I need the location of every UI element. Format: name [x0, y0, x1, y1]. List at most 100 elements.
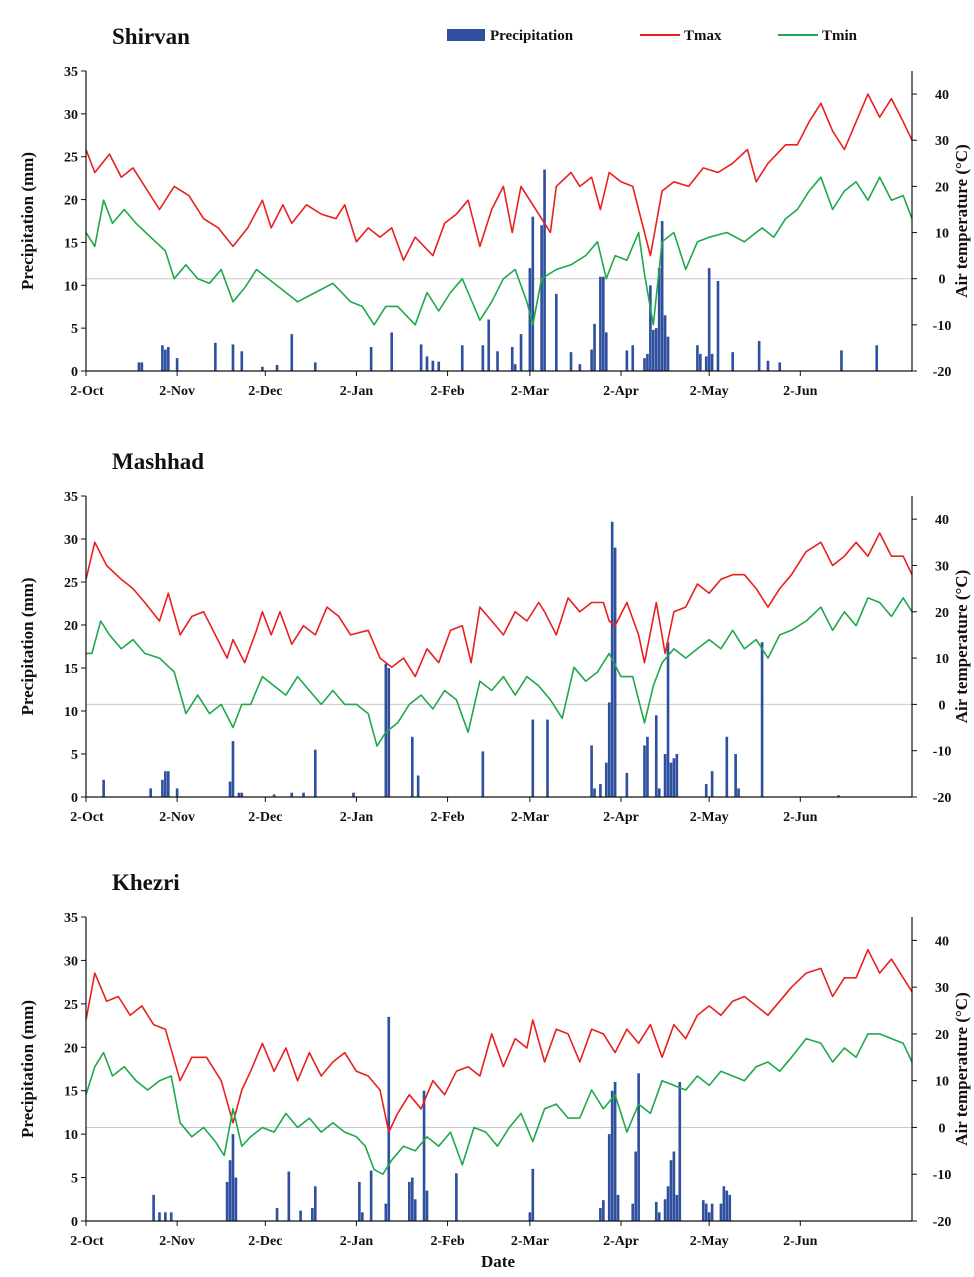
precipitation-bar	[531, 216, 535, 371]
x-tick-label: 2-Dec	[248, 810, 282, 825]
precipitation-bar	[625, 772, 629, 797]
precipitation-bar	[419, 344, 423, 371]
precipitation-bar	[290, 792, 294, 797]
precipitation-bar	[672, 758, 676, 797]
precipitation-bar	[666, 336, 670, 371]
x-tick-label: 2-Nov	[159, 384, 195, 399]
y2-tick-label: 20	[935, 1028, 949, 1043]
y2-tick-label: -10	[933, 745, 952, 760]
precipitation-bar	[701, 1200, 705, 1221]
precipitation-bar	[437, 361, 441, 371]
precipitation-bar	[672, 1151, 676, 1221]
precipitation-bar	[161, 345, 164, 371]
precipitation-bar	[175, 358, 179, 371]
y-tick-label: 5	[71, 748, 78, 763]
precipitation-bar	[675, 1194, 679, 1221]
precipitation-bar	[164, 771, 167, 797]
y2-tick-label: 20	[935, 606, 949, 621]
precipitation-bar	[369, 1170, 373, 1221]
precipitation-bar	[607, 702, 611, 797]
precipitation-bar	[513, 364, 517, 371]
precipitation-bar	[410, 736, 414, 797]
legend: Precipitation Tmax Tmin	[447, 28, 858, 44]
precipitation-bar	[413, 1199, 417, 1221]
y2-tick-label: 40	[935, 88, 949, 103]
y2-tick-label: -20	[933, 365, 952, 380]
precipitation-bar	[766, 360, 770, 371]
y2-tick-label: 30	[935, 559, 949, 574]
y2-tick-label: 40	[935, 513, 949, 528]
precipitation-bar	[654, 715, 658, 797]
precipitation-bar	[607, 1134, 611, 1221]
precipitation-bar	[593, 788, 596, 797]
precipitation-bar	[531, 719, 535, 797]
precipitation-bar	[540, 225, 543, 371]
precipitation-bar	[384, 1203, 388, 1221]
y2-tick-label: 0	[939, 1121, 946, 1136]
precipitation-bar	[678, 1082, 682, 1221]
y-tick-label: 15	[64, 662, 78, 677]
x-tick-label: 2-Jun	[783, 810, 817, 825]
precipitation-bar	[616, 1194, 620, 1221]
x-tick-label: 2-Feb	[430, 1234, 464, 1249]
precipitation-bar	[313, 1186, 317, 1221]
precipitation-bar	[455, 1173, 458, 1221]
x-tick-label: 2-Jan	[340, 1234, 374, 1249]
precipitation-bar	[481, 345, 485, 371]
y-tick-label: 15	[64, 1085, 78, 1100]
precipitation-bar	[161, 779, 164, 797]
precipitation-bar	[637, 1073, 640, 1221]
precipitation-bar	[675, 754, 679, 797]
precipitation-bar	[604, 332, 608, 371]
precipitation-bar	[166, 347, 170, 371]
precipitation-bar	[716, 281, 720, 371]
precipitation-bar	[149, 788, 152, 797]
precipitation-bar	[387, 1016, 391, 1221]
precipitation-bar	[234, 1177, 238, 1221]
precipitation-bar	[660, 221, 664, 371]
precipitation-bar	[214, 342, 217, 371]
precipitation-bar	[663, 754, 667, 797]
precipitation-bar	[546, 719, 549, 797]
precipitation-bar	[175, 788, 179, 797]
x-tick-label: 2-Oct	[70, 384, 104, 399]
precipitation-bar	[225, 1181, 229, 1221]
y-axis-title: Precipitation (mm)	[18, 1000, 37, 1138]
y-tick-label: 10	[64, 705, 78, 720]
precipitation-bar	[237, 792, 241, 797]
precipitation-bar	[240, 351, 244, 371]
x-tick-label: 2-May	[690, 1234, 729, 1249]
y2-tick-label: 40	[935, 934, 949, 949]
precipitation-bar	[669, 762, 673, 797]
precipitation-bar	[631, 1203, 635, 1221]
precipitation-bar	[287, 1171, 291, 1221]
x-tick-label: 2-Dec	[248, 1234, 282, 1249]
precipitation-bar	[102, 779, 105, 797]
precipitation-bar	[590, 745, 593, 797]
chart-title: Mashhad	[112, 449, 204, 474]
precipitation-bar	[487, 319, 491, 371]
precipitation-bar	[384, 663, 388, 797]
chart-panel-khezri: Khezri 0 5 10 15 20 25 30 35 -20 -10 0 10 20 30 40 2-Oct…	[18, 870, 971, 1249]
y-tick-label: 25	[64, 151, 78, 166]
precipitation-bar	[699, 353, 702, 371]
precipitation-bar	[231, 344, 235, 371]
y-tick-label: 25	[64, 576, 78, 591]
precipitation-bar	[543, 169, 546, 371]
precipitation-bar	[704, 784, 708, 797]
precipitation-bar	[646, 353, 649, 371]
precipitation-bar	[425, 356, 429, 371]
y-axis-title: Precipitation (mm)	[18, 577, 37, 715]
precipitation-bar	[654, 328, 658, 371]
precipitation-bar	[599, 276, 602, 371]
x-tick-label: 2-Mar	[511, 384, 549, 399]
x-tick-label: 2-Jun	[783, 1234, 817, 1249]
precipitation-bar	[228, 781, 232, 797]
y2-axis-title: Air temperature (°C)	[952, 144, 971, 297]
precipitation-bar	[390, 332, 394, 371]
x-tick-label: 2-Apr	[603, 384, 639, 399]
precipitation-bar	[707, 1212, 711, 1221]
x-tick-label: 2-Dec	[248, 384, 282, 399]
precipitation-bar	[410, 1177, 414, 1221]
